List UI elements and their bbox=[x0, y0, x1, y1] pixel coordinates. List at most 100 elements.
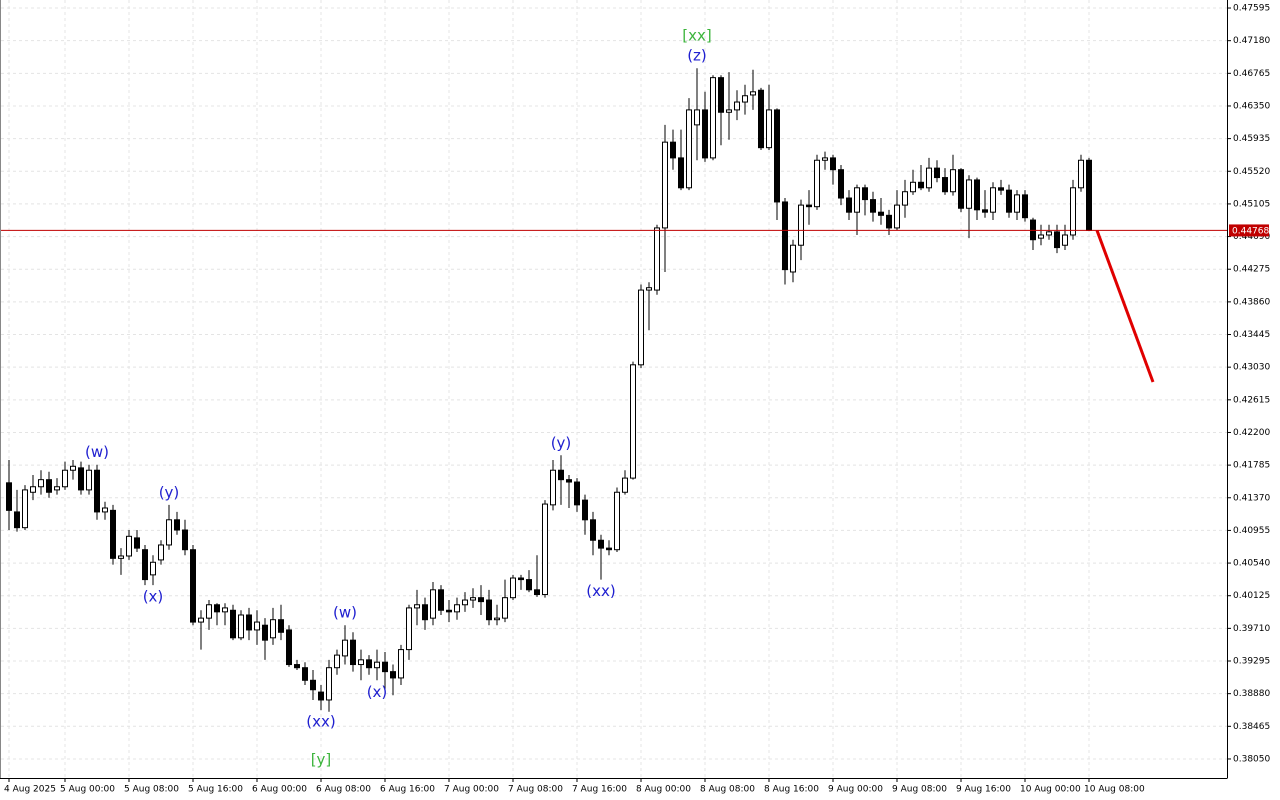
y-tick-label: 0.41370 bbox=[1233, 493, 1270, 503]
candle-body bbox=[542, 503, 548, 596]
candle-body bbox=[398, 649, 404, 679]
candle-body bbox=[462, 599, 468, 606]
candle-body bbox=[334, 654, 340, 669]
candle-body bbox=[798, 204, 804, 246]
candle-body bbox=[86, 469, 92, 491]
candle-body bbox=[414, 604, 420, 609]
candle-body bbox=[246, 614, 252, 631]
candle-body bbox=[710, 77, 716, 159]
candle-body bbox=[758, 89, 764, 149]
candle-body bbox=[854, 187, 860, 213]
candle-body bbox=[966, 179, 972, 209]
candle-body bbox=[726, 109, 732, 113]
candle-body bbox=[238, 614, 244, 639]
y-tick-label: 0.43445 bbox=[1233, 330, 1270, 340]
candle-body bbox=[926, 167, 932, 189]
candle-body bbox=[558, 469, 564, 481]
candle-body bbox=[454, 604, 460, 613]
y-tick-label: 0.46765 bbox=[1233, 69, 1270, 79]
candle-body bbox=[822, 157, 828, 161]
candle-body bbox=[70, 465, 76, 471]
candle-body bbox=[982, 209, 988, 213]
y-tick-label: 0.43860 bbox=[1233, 297, 1270, 307]
candle-body bbox=[134, 537, 140, 549]
candle-body bbox=[294, 664, 300, 669]
candle-body bbox=[326, 667, 332, 701]
candle-body bbox=[950, 169, 956, 193]
candle-body bbox=[270, 619, 276, 639]
y-tick-label: 0.40125 bbox=[1233, 591, 1270, 601]
candle-body bbox=[1022, 194, 1028, 219]
candle-body bbox=[262, 624, 268, 641]
x-tick-label: 8 Aug 00:00 bbox=[636, 785, 691, 795]
candle-body bbox=[638, 289, 644, 366]
candle-body bbox=[766, 109, 772, 149]
candle-body bbox=[38, 479, 44, 488]
candle-body bbox=[742, 95, 748, 103]
candle-body bbox=[438, 589, 444, 611]
candle-body bbox=[1006, 189, 1012, 213]
candle-body bbox=[166, 519, 172, 546]
candle-body bbox=[1078, 159, 1084, 189]
candle-body bbox=[718, 77, 724, 113]
candle-body bbox=[6, 482, 12, 511]
candle-body bbox=[54, 486, 60, 491]
candle-body bbox=[1014, 194, 1020, 213]
candle-body bbox=[22, 489, 28, 529]
candle-body bbox=[342, 639, 348, 657]
candle-body bbox=[422, 604, 428, 621]
x-tick-label: 7 Aug 08:00 bbox=[508, 785, 563, 795]
current-price-label: 0.44768 bbox=[1232, 226, 1269, 236]
candle-body bbox=[470, 597, 476, 601]
candle-body bbox=[206, 604, 212, 619]
candle-body bbox=[430, 589, 436, 619]
candle-body bbox=[374, 661, 380, 669]
candle-body bbox=[958, 169, 964, 209]
y-tick-label: 0.39710 bbox=[1233, 624, 1270, 634]
x-tick-label: 7 Aug 16:00 bbox=[572, 785, 627, 795]
candle-body bbox=[94, 469, 100, 513]
y-tick-label: 0.47595 bbox=[1233, 4, 1270, 14]
candle-body bbox=[878, 211, 884, 216]
candle-body bbox=[1062, 234, 1068, 246]
candle-body bbox=[446, 609, 452, 613]
candle-body bbox=[606, 547, 612, 551]
candle-body bbox=[350, 639, 356, 666]
x-tick-label: 6 Aug 16:00 bbox=[380, 785, 435, 795]
candle-body bbox=[494, 617, 500, 621]
candle-body bbox=[534, 589, 540, 596]
y-tick-label: 0.38050 bbox=[1233, 754, 1270, 764]
candle-body bbox=[126, 535, 132, 557]
candle-body bbox=[14, 511, 20, 529]
candle-body bbox=[366, 659, 372, 669]
candle-body bbox=[222, 607, 228, 613]
candle-body bbox=[174, 519, 180, 531]
candle-body bbox=[158, 544, 164, 561]
y-tick-label: 0.42615 bbox=[1233, 395, 1270, 405]
candle-body bbox=[254, 621, 260, 631]
candle-body bbox=[118, 555, 124, 559]
candle-body bbox=[870, 199, 876, 213]
candle-body bbox=[942, 177, 948, 193]
x-tick-label: 6 Aug 00:00 bbox=[252, 785, 307, 795]
candle-body bbox=[910, 181, 916, 193]
candle-body bbox=[614, 491, 620, 551]
y-tick-label: 0.44275 bbox=[1233, 265, 1270, 275]
candle-body bbox=[694, 109, 700, 126]
current-price-box bbox=[1229, 224, 1269, 237]
x-tick-label: 5 Aug 16:00 bbox=[188, 785, 243, 795]
candle-body bbox=[142, 549, 148, 581]
candle-body bbox=[846, 197, 852, 213]
x-tick-label: 5 Aug 08:00 bbox=[124, 785, 179, 795]
x-tick-label: 10 Aug 08:00 bbox=[1084, 785, 1145, 795]
candle-body bbox=[998, 187, 1004, 191]
x-tick-label: 8 Aug 16:00 bbox=[764, 785, 819, 795]
wave-label: (w) bbox=[333, 604, 357, 622]
candle-body bbox=[750, 91, 756, 96]
candle-body bbox=[358, 659, 364, 666]
candle-body bbox=[502, 597, 508, 619]
x-tick-label: 7 Aug 00:00 bbox=[444, 785, 499, 795]
candle-body bbox=[894, 204, 900, 229]
y-tick-label: 0.45105 bbox=[1233, 199, 1270, 209]
candle-body bbox=[30, 486, 36, 493]
